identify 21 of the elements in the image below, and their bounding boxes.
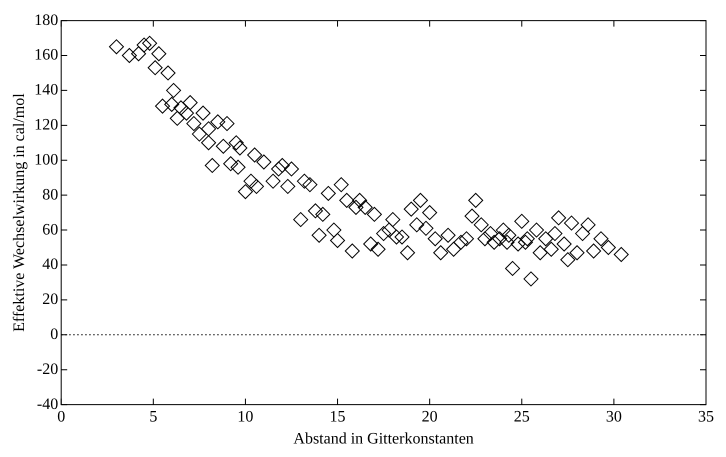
x-tick-label: 20 [422,408,438,426]
y-tick-label: -20 [36,360,58,378]
y-tick-label: 80 [42,186,58,204]
y-tick-label: 20 [42,291,58,308]
x-tick-label: 15 [330,408,346,426]
y-tick-label: 100 [34,151,58,168]
y-axis-title: Effektive Wechselwirkung in cal/mol [10,92,28,332]
x-tick-label: 10 [237,408,254,426]
y-tick-label: 120 [34,116,58,134]
x-tick-label: 35 [698,408,714,426]
y-tick-label: 0 [50,326,58,343]
y-tick-label: 60 [42,221,58,238]
x-tick-label: 25 [514,408,530,426]
y-tick-label: 180 [34,12,58,29]
y-tick-label: -40 [36,396,58,413]
x-tick-label: 5 [149,408,158,426]
x-tick-label: 30 [606,408,622,426]
x-axis-title: Abstand in Gitterkonstanten [293,430,474,448]
y-tick-label: 140 [34,82,58,99]
y-tick-label: 160 [34,46,58,64]
y-tick-label: 40 [42,256,58,274]
